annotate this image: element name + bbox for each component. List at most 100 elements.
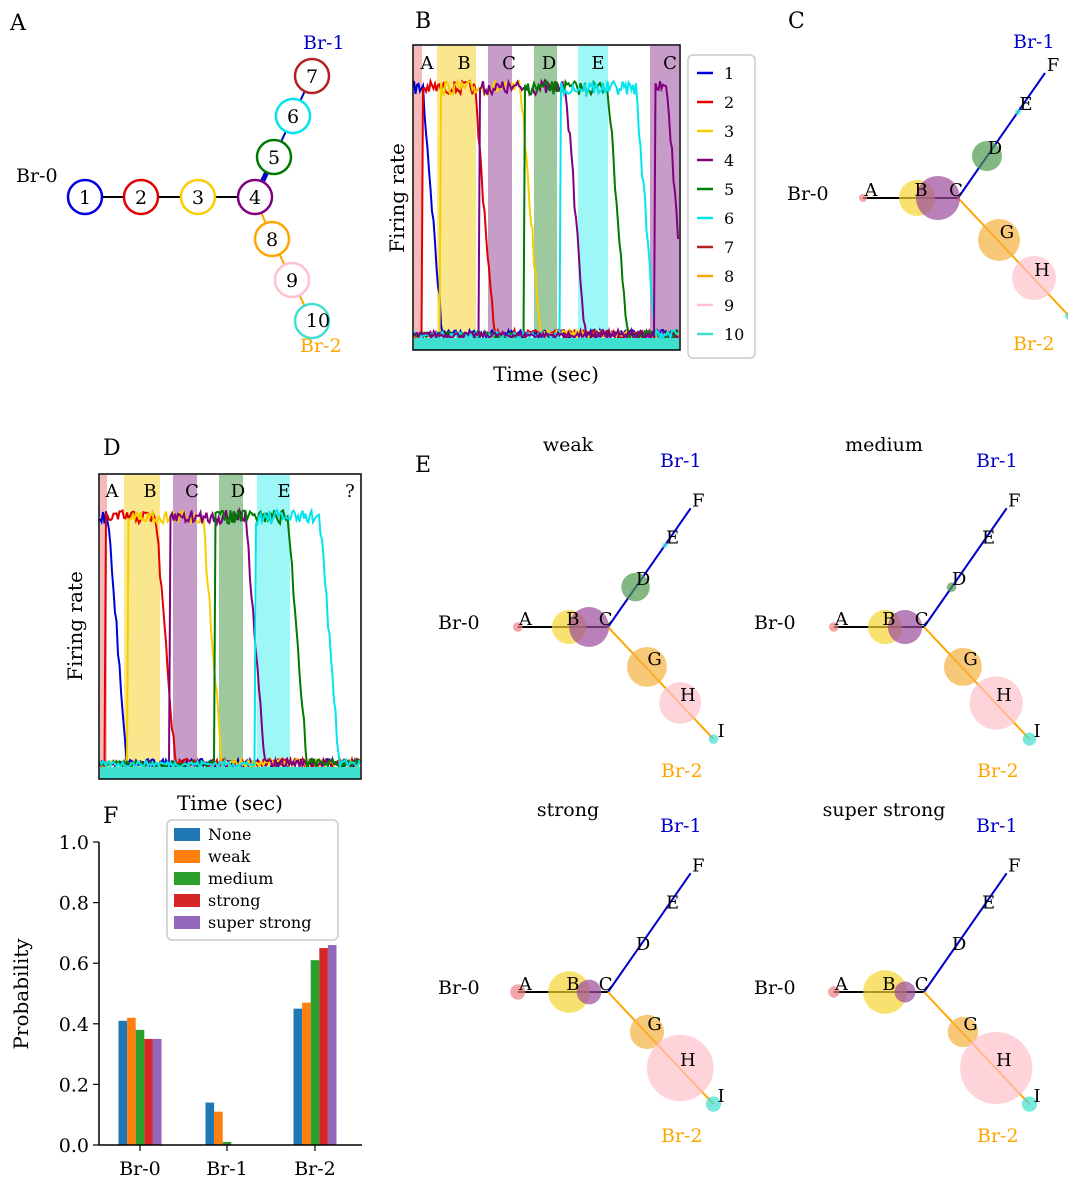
branch-label-br0: Br-0 [787, 183, 829, 205]
legend-swatch [174, 828, 200, 841]
state-label: H [680, 1050, 696, 1071]
state-marker [705, 1096, 722, 1112]
state-stripe [173, 475, 197, 779]
legend-label: super strong [208, 913, 311, 932]
branch-br2 [957, 197, 1068, 317]
state-marker [1015, 109, 1021, 115]
state-marker [513, 622, 523, 632]
panel-letter-a: A [9, 11, 27, 36]
state-label: A [834, 974, 849, 995]
x-tick-label: Br-2 [294, 1158, 336, 1180]
legend-label: weak [208, 847, 251, 866]
state-label: D [636, 934, 650, 955]
state-label: I [717, 1086, 724, 1107]
baseline-band [414, 338, 679, 350]
branch-label-br1: Br-1 [1013, 31, 1055, 53]
state-label: E [1019, 94, 1032, 115]
state-label: A [518, 974, 533, 995]
branch-label-br2: Br-2 [1013, 333, 1055, 355]
panel-b-state-label: D [542, 53, 556, 74]
state-marker [548, 971, 590, 1013]
branch-label-br2: Br-2 [661, 1125, 703, 1147]
node-7: 7 [293, 57, 331, 95]
panel-f-bars [118, 945, 337, 1145]
legend-label: medium [208, 869, 273, 888]
svg-text:5: 5 [268, 147, 280, 169]
panel-d-state-label: B [143, 481, 156, 502]
state-marker [863, 970, 907, 1014]
svg-text:8: 8 [266, 229, 278, 251]
branch-br1 [607, 507, 692, 628]
panel-b-state-label: C [663, 53, 677, 74]
state-label: F [1008, 490, 1021, 511]
state-label: F [1008, 855, 1021, 876]
branch-label-br2: Br-2 [300, 335, 342, 357]
state-marker [894, 981, 916, 1003]
panel-letter-c: C [788, 9, 805, 34]
bar-br-0-strong [144, 1038, 153, 1145]
panel-b-ylabel: Firing rate [385, 143, 409, 253]
state-label: B [566, 609, 579, 630]
panel-d-axes-frame [98, 473, 362, 780]
branch-br1 [957, 72, 1046, 199]
bar-br-1-weak [214, 1111, 223, 1145]
branch-label-br1: Br-1 [660, 815, 702, 837]
trace-neuron-4-return [413, 81, 679, 342]
node-10: 10 [293, 302, 331, 340]
state-label: I [1033, 1086, 1040, 1107]
state-label: B [566, 974, 579, 995]
y-tick-label: 1.0 [59, 832, 89, 854]
node-5: 5 [255, 138, 293, 176]
panel-a-network: 1 2 3 4 5 6 7 8 9 10 Br-0 Br-1 Br-2 [16, 32, 345, 357]
state-marker [969, 676, 1023, 730]
state-marker [1022, 732, 1037, 746]
tree-title: super strong [823, 799, 946, 821]
branch-label-br1: Br-1 [976, 815, 1018, 837]
branch-label-br0: Br-0 [438, 977, 480, 999]
branch-label-br0: Br-0 [16, 165, 58, 187]
state-stripe [219, 475, 243, 779]
baseline-band [100, 767, 360, 779]
state-marker [859, 194, 867, 202]
panel-f-legend: None weak medium strong super strong [166, 819, 339, 941]
state-label: E [982, 527, 995, 548]
x-tick-label: Br-0 [119, 1158, 161, 1180]
panel-b-legend: 1 2 3 4 5 6 7 8 9 10 [687, 54, 756, 359]
tree-title: strong [537, 799, 599, 821]
svg-text:10: 10 [306, 310, 330, 332]
panel-b-state-label: A [420, 53, 435, 74]
branch-label-br1: Br-1 [303, 32, 345, 54]
legend-label: 8 [724, 267, 734, 286]
state-marker [1012, 256, 1056, 300]
panel-d-state-label: D [231, 481, 245, 502]
state-label: H [996, 685, 1012, 706]
legend-swatch [174, 850, 200, 863]
state-label: H [1034, 260, 1050, 281]
state-label: A [518, 609, 533, 630]
state-marker [1021, 1096, 1038, 1112]
state-label: B [882, 974, 895, 995]
state-marker [510, 984, 526, 1000]
state-label: I [1033, 721, 1040, 742]
panel-letter-e: E [415, 453, 431, 478]
panel-d-xlabel: Time (sec) [177, 791, 283, 815]
state-marker [887, 609, 923, 645]
legend-label: strong [208, 891, 260, 910]
state-marker [828, 986, 840, 998]
legend-swatch [174, 872, 200, 885]
state-marker [916, 176, 960, 220]
branch-br1 [607, 872, 692, 993]
state-label: B [882, 609, 895, 630]
panel-letter-b: B [415, 9, 431, 34]
panel-f-bar-chart: 0.0 0.2 0.4 0.6 0.8 1.0 Br-0 Br-1 Br-2 Probabil… [9, 819, 362, 1180]
state-marker [659, 682, 702, 724]
state-marker [960, 1031, 1033, 1105]
state-label: D [952, 934, 966, 955]
bar-br-2-strong [319, 948, 328, 1145]
svg-text:3: 3 [192, 187, 204, 209]
state-label: B [914, 180, 927, 201]
state-label: E [982, 892, 995, 913]
